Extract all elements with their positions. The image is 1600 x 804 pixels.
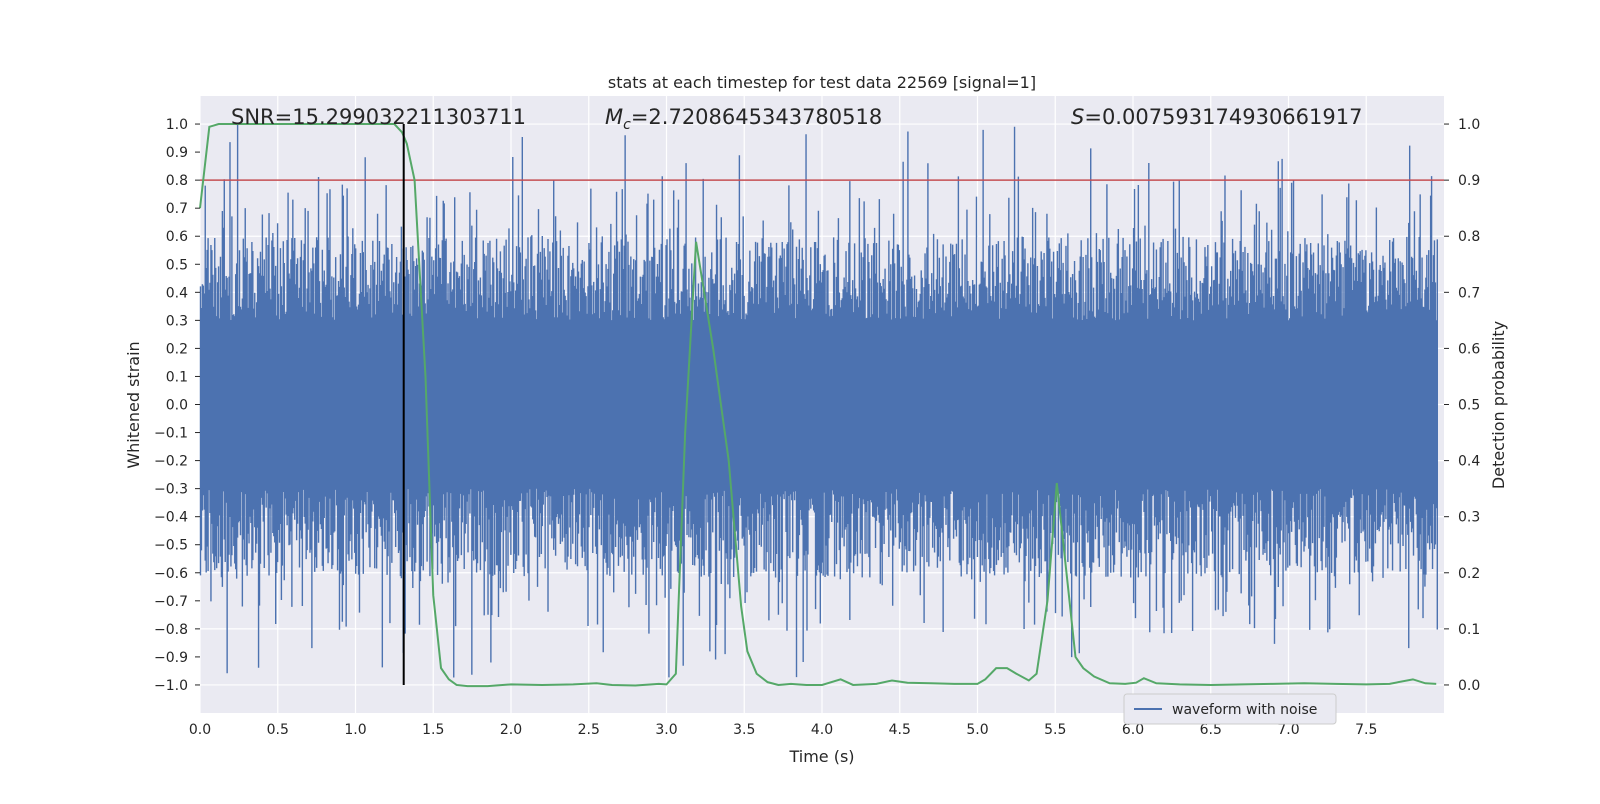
x-tick-label: 7.5 — [1355, 722, 1377, 738]
y-right-tick-label: 0.7 — [1458, 285, 1480, 301]
chirp-mass-subscript: c — [623, 117, 631, 133]
x-tick-label: 5.5 — [1044, 722, 1066, 738]
y-left-tick-label: 0.9 — [166, 145, 188, 161]
noise-samples — [199, 124, 1438, 678]
y-right-tick-label: 0.2 — [1458, 566, 1480, 582]
y-left-tick-label: −0.2 — [154, 454, 188, 470]
y-left-tick-label: −0.8 — [154, 622, 188, 638]
x-tick-label: 3.0 — [655, 722, 677, 738]
x-tick-label: 1.5 — [422, 722, 444, 738]
y-left-tick-label: −0.6 — [154, 566, 188, 582]
legend-box — [1123, 693, 1337, 725]
waveform-with-noise-series — [199, 124, 1438, 678]
y-left-tick-label: −0.7 — [154, 594, 188, 610]
y-right-tick-label: 0.8 — [1458, 229, 1480, 245]
x-tick-label: 0.5 — [267, 722, 289, 738]
y-left-tick-label: 0.6 — [166, 229, 188, 245]
y-left-tick-label: −0.9 — [154, 650, 188, 666]
y-left-tick-label: 1.0 — [166, 117, 188, 133]
snr-annotation: SNR=15.299032211303711 — [231, 105, 526, 129]
x-tick-label: 0.0 — [189, 722, 211, 738]
s-value: =0.007593174930661917 — [1084, 105, 1362, 129]
detection-probability-series — [199, 123, 1437, 688]
y-left-tick-label: −1.0 — [154, 678, 188, 694]
y-right-tick-label: 0.4 — [1458, 454, 1480, 470]
y-right-axis-label: Detection probability — [1489, 321, 1508, 489]
x-tick-label: 1.0 — [344, 722, 366, 738]
y-right-tick-label: 1.0 — [1458, 117, 1480, 133]
legend: waveform with noise — [1123, 693, 1337, 725]
y-left-tick-label: 0.5 — [166, 257, 188, 273]
y-right-tick-label: 0.6 — [1458, 341, 1480, 357]
y-left-tick-label: 0.7 — [166, 201, 188, 217]
y-left-tick-label: 0.1 — [166, 369, 188, 385]
x-tick-label: 2.0 — [500, 722, 522, 738]
s-annotation: S=0.007593174930661917 — [1071, 105, 1362, 129]
y-right-tick-label: 0.3 — [1458, 510, 1480, 526]
y-left-tick-label: 0.8 — [166, 173, 188, 189]
chirp-mass-annotation: Mc=2.7208645343780518 — [605, 105, 882, 133]
x-tick-label: 4.5 — [889, 722, 911, 738]
legend-label: waveform with noise — [1172, 702, 1317, 718]
y-left-tick-label: −0.5 — [154, 538, 188, 554]
chirp-mass-value: =2.7208645343780518 — [631, 105, 882, 129]
x-axis-label: Time (s) — [788, 747, 854, 766]
chart-title: stats at each timestep for test data 225… — [608, 73, 1036, 92]
y-left-tick-label: 0.3 — [166, 313, 188, 329]
x-tick-label: 4.0 — [811, 722, 833, 738]
y-right-tick-labels: 0.0 0.1 0.2 0.3 0.4 0.5 0.6 0.7 0.8 0.9 1.0 — [1444, 117, 1480, 694]
y-right-tick-label: 0.5 — [1458, 398, 1480, 414]
y-left-tick-labels: −1.0 −0.9 −0.8 −0.7 −0.6 −0.5 −0.4 −0.3 −0.2 −0.1… — [154, 117, 200, 694]
x-tick-label: 7.0 — [1277, 722, 1299, 738]
x-tick-label: 6.5 — [1200, 722, 1222, 738]
y-left-tick-label: −0.3 — [154, 482, 188, 498]
y-left-tick-label: 0.2 — [166, 341, 188, 357]
y-left-axis-label: Whitened strain — [124, 341, 143, 468]
x-tick-label: 5.0 — [966, 722, 988, 738]
x-tick-label: 3.5 — [733, 722, 755, 738]
y-left-tick-label: 0.4 — [166, 285, 188, 301]
chirp-mass-symbol: M — [605, 105, 623, 129]
y-right-tick-label: 0.9 — [1458, 173, 1480, 189]
x-tick-label: 2.5 — [578, 722, 600, 738]
y-left-tick-label: −0.4 — [154, 510, 188, 526]
y-left-tick-label: 0.0 — [166, 398, 188, 414]
x-tick-label: 6.0 — [1122, 722, 1144, 738]
y-right-tick-label: 0.1 — [1458, 622, 1480, 638]
y-left-tick-label: −0.1 — [154, 426, 188, 442]
y-right-tick-label: 0.0 — [1458, 678, 1480, 694]
detection-probability-line — [199, 123, 1437, 688]
s-symbol: S — [1071, 105, 1084, 129]
x-tick-labels: 0.0 0.5 1.0 1.5 2.0 2.5 3.0 3.5 4.0 4.5 5.0 5.5 6.0 6… — [189, 722, 1378, 738]
